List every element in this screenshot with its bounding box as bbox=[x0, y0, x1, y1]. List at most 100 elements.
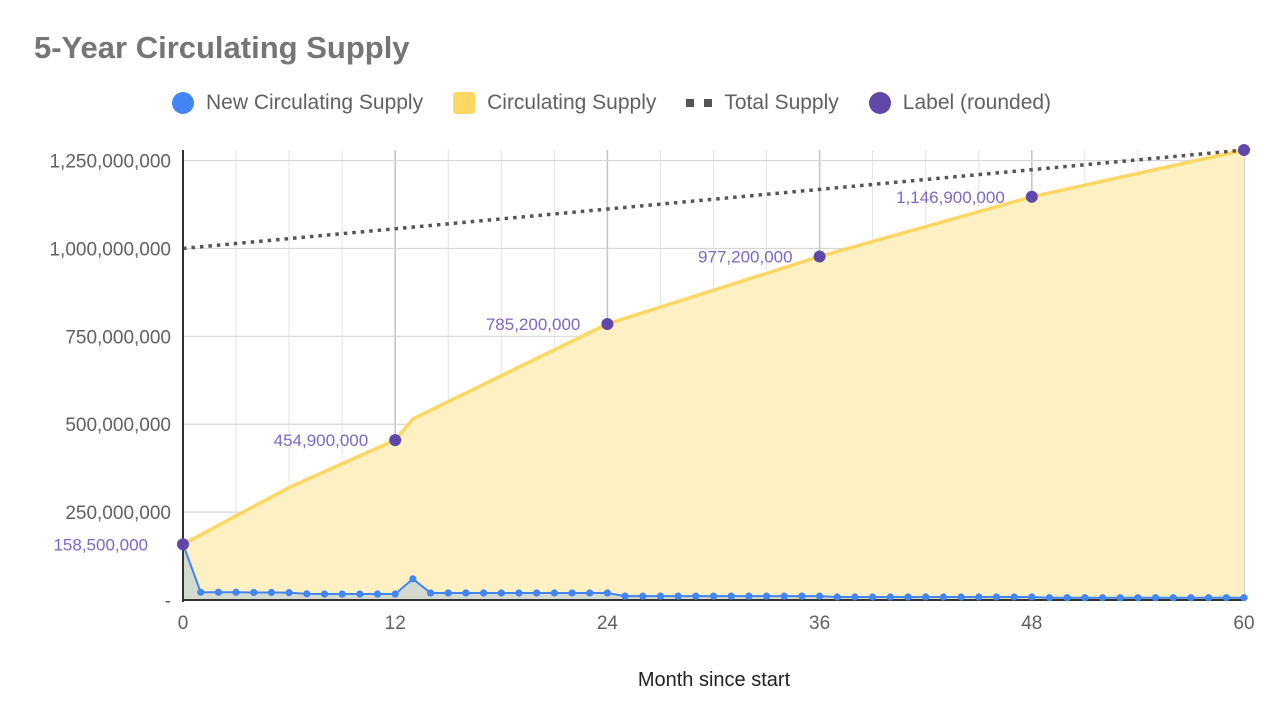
point-new-circulating-supply bbox=[267, 588, 276, 597]
y-tick-label: 250,000,000 bbox=[65, 503, 171, 524]
point-new-circulating-supply bbox=[922, 593, 930, 601]
y-tick-label: 1,000,000,000 bbox=[49, 239, 171, 260]
point-new-circulating-supply bbox=[391, 590, 399, 598]
data-label: 158,500,000 bbox=[53, 535, 148, 554]
point-new-circulating-supply bbox=[674, 592, 682, 600]
point-new-circulating-supply bbox=[727, 592, 735, 600]
point-new-circulating-supply bbox=[197, 588, 205, 596]
point-new-circulating-supply bbox=[1240, 594, 1248, 602]
point-new-circulating-supply bbox=[975, 593, 983, 601]
data-label: 785,200,000 bbox=[486, 315, 581, 334]
point-new-circulating-supply bbox=[586, 589, 594, 597]
point-label-rounded bbox=[389, 434, 402, 447]
x-tick-label: 12 bbox=[385, 613, 406, 634]
point-new-circulating-supply bbox=[816, 592, 824, 600]
legend-swatch-circulating-supply bbox=[453, 92, 476, 114]
point-new-circulating-supply bbox=[214, 588, 222, 596]
x-tick-label: 0 bbox=[178, 613, 189, 634]
point-new-circulating-supply bbox=[886, 593, 894, 601]
x-tick-label: 36 bbox=[809, 613, 830, 634]
point-new-circulating-supply bbox=[1045, 594, 1054, 602]
legend-item-label-rounded[interactable]: Label (rounded) bbox=[868, 91, 1052, 115]
point-new-circulating-supply bbox=[338, 590, 346, 598]
data-points bbox=[177, 144, 1250, 602]
point-label-rounded bbox=[177, 538, 189, 551]
y-tick-label: - bbox=[165, 591, 171, 612]
y-tick-label: 750,000,000 bbox=[65, 327, 171, 348]
point-new-circulating-supply bbox=[762, 592, 771, 600]
point-new-circulating-supply bbox=[1169, 594, 1177, 602]
point-new-circulating-supply bbox=[497, 589, 505, 597]
point-new-circulating-supply bbox=[515, 589, 523, 597]
x-tick-label: 48 bbox=[1021, 613, 1042, 634]
legend-item-new-circulating-supply[interactable]: New Circulating Supply bbox=[172, 91, 423, 115]
x-tick-label: 24 bbox=[597, 613, 619, 634]
point-new-circulating-supply bbox=[568, 589, 576, 597]
data-label: 1,146,900,000 bbox=[896, 188, 1005, 207]
point-new-circulating-supply bbox=[1134, 594, 1142, 602]
point-label-rounded bbox=[1025, 190, 1038, 203]
point-new-circulating-supply bbox=[1010, 593, 1018, 601]
point-label-rounded bbox=[601, 317, 614, 330]
point-label-rounded bbox=[813, 250, 826, 263]
point-new-circulating-supply bbox=[745, 592, 753, 600]
data-label: 977,200,000 bbox=[698, 247, 793, 266]
point-new-circulating-supply bbox=[550, 589, 558, 597]
y-tick-label: 1,250,000,000 bbox=[49, 152, 171, 173]
point-new-circulating-supply bbox=[462, 589, 470, 597]
point-new-circulating-supply bbox=[1081, 594, 1089, 602]
point-new-circulating-supply bbox=[232, 588, 240, 596]
legend-label-label-rounded: Label (rounded) bbox=[902, 91, 1052, 114]
legend-item-total-supply[interactable]: Total Supply bbox=[686, 91, 839, 115]
point-new-circulating-supply bbox=[426, 589, 435, 597]
legend-swatch-new-circulating-supply bbox=[172, 92, 194, 114]
point-new-circulating-supply bbox=[480, 589, 488, 597]
point-new-circulating-supply bbox=[409, 575, 417, 583]
legend-label-total-supply: Total Supply bbox=[724, 91, 839, 114]
x-tick-label: 60 bbox=[1233, 613, 1254, 634]
chart-title: 5-Year Circulating Supply bbox=[34, 30, 410, 65]
data-label: 454,900,000 bbox=[274, 431, 369, 450]
point-new-circulating-supply bbox=[356, 590, 364, 598]
point-new-circulating-supply bbox=[904, 593, 912, 601]
point-new-circulating-supply bbox=[833, 593, 841, 601]
point-new-circulating-supply bbox=[992, 593, 1001, 601]
point-new-circulating-supply bbox=[303, 590, 311, 598]
point-new-circulating-supply bbox=[250, 588, 258, 597]
legend-label-circulating-supply: Circulating Supply bbox=[487, 91, 657, 114]
point-new-circulating-supply bbox=[1098, 594, 1107, 602]
point-new-circulating-supply bbox=[798, 592, 806, 600]
area-circulating-supply bbox=[183, 150, 1244, 600]
data-labels: 158,500,000 454,900,000 785,200,000 977,200… bbox=[53, 188, 1004, 554]
point-new-circulating-supply bbox=[780, 592, 788, 600]
point-new-circulating-supply bbox=[320, 590, 329, 598]
legend-swatch-label-rounded bbox=[868, 92, 891, 114]
point-new-circulating-supply bbox=[709, 592, 718, 600]
point-new-circulating-supply bbox=[1222, 594, 1230, 602]
point-new-circulating-supply bbox=[851, 593, 859, 601]
point-new-circulating-supply bbox=[1063, 594, 1071, 602]
point-new-circulating-supply bbox=[1116, 594, 1124, 602]
legend-label-new-circulating-supply: New Circulating Supply bbox=[206, 91, 424, 114]
point-new-circulating-supply bbox=[656, 592, 665, 600]
point-new-circulating-supply bbox=[957, 593, 965, 601]
point-new-circulating-supply bbox=[603, 589, 612, 597]
point-new-circulating-supply bbox=[533, 589, 541, 597]
point-new-circulating-supply bbox=[285, 589, 293, 597]
point-new-circulating-supply bbox=[1151, 594, 1160, 602]
point-new-circulating-supply bbox=[1205, 594, 1213, 602]
point-label-rounded bbox=[1238, 144, 1250, 156]
point-new-circulating-supply bbox=[1028, 593, 1036, 601]
x-axis-title: Month since start bbox=[638, 669, 791, 691]
legend: New Circulating Supply Circulating Suppl… bbox=[172, 88, 1081, 118]
y-tick-label: 500,000,000 bbox=[65, 415, 171, 436]
legend-item-circulating-supply[interactable]: Circulating Supply bbox=[453, 91, 656, 115]
point-new-circulating-supply bbox=[639, 592, 647, 600]
legend-swatch-total-supply bbox=[686, 99, 713, 107]
point-new-circulating-supply bbox=[373, 590, 382, 598]
point-new-circulating-supply bbox=[444, 589, 452, 597]
point-new-circulating-supply bbox=[1187, 594, 1195, 602]
point-new-circulating-supply bbox=[939, 593, 947, 601]
point-new-circulating-supply bbox=[692, 592, 700, 600]
